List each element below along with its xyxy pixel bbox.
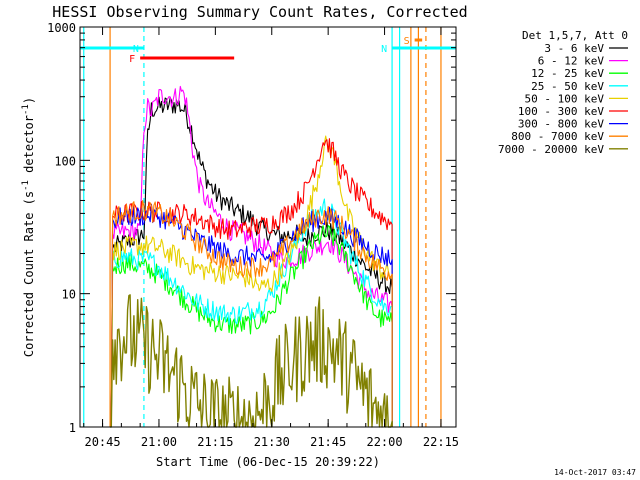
plot-frame: [79, 26, 457, 428]
y-tick-label: 10: [62, 288, 76, 302]
chart-title: HESSI Observing Summary Count Rates, Cor…: [52, 3, 467, 21]
y-axis-label: Corrected Count Rate (s-1 detector-1): [21, 97, 36, 357]
series-line: [110, 85, 393, 428]
x-axis-label: Start Time (06-Dec-15 20:39:22): [156, 455, 380, 469]
y-axis-label-sup2: -1: [21, 104, 31, 115]
legend-label: 100 - 300 keV: [518, 105, 604, 118]
y-axis-label-main: Corrected Count Rate (s: [22, 191, 36, 357]
legend-label: 3 - 6 keV: [544, 42, 604, 55]
y-axis-label-sup1: -1: [21, 180, 31, 191]
x-tick-label: 21:30: [254, 435, 290, 449]
y-axis-label-mid: detector: [22, 115, 36, 180]
y-axis-ticks: 1 10 100 1000: [47, 21, 456, 435]
flag-label: F: [129, 54, 135, 65]
legend-label: 800 - 7000 keV: [511, 130, 604, 143]
x-tick-label: 22:15: [423, 435, 459, 449]
y-tick-label: 1: [69, 421, 76, 435]
series-group: [110, 85, 393, 428]
series-line: [110, 135, 393, 428]
x-tick-label: 22:00: [366, 435, 402, 449]
y-tick-label: 1000: [47, 21, 76, 35]
legend-header: Det 1,5,7, Att 0: [522, 29, 628, 42]
series-line: [110, 200, 393, 428]
series-line: [110, 204, 393, 428]
flag-label: N: [381, 44, 387, 55]
x-tick-label: 21:15: [197, 435, 233, 449]
legend-label: 25 - 50 keV: [531, 80, 604, 93]
timestamp: 14-Oct-2017 03:47: [554, 468, 636, 477]
legend-label: 300 - 800 keV: [518, 118, 604, 131]
legend-label: 7000 - 20000 keV: [498, 143, 604, 156]
series-line: [110, 198, 393, 428]
y-tick-label: 100: [54, 154, 76, 168]
x-tick-label: 20:45: [84, 435, 120, 449]
legend-label: 12 - 25 keV: [531, 67, 604, 80]
flag-label: S: [404, 36, 410, 47]
x-axis-ticks: 20:45 21:00 21:15 21:30 21:45 22:00 22:15: [83, 27, 459, 449]
flag-label: N: [133, 44, 139, 55]
x-tick-label: 21:00: [141, 435, 177, 449]
series-line: [110, 138, 393, 428]
legend-label: 6 - 12 keV: [538, 55, 605, 68]
legend-label: 50 - 100 keV: [525, 92, 605, 105]
y-axis-label-end: ): [22, 97, 36, 104]
x-tick-label: 21:45: [310, 435, 346, 449]
